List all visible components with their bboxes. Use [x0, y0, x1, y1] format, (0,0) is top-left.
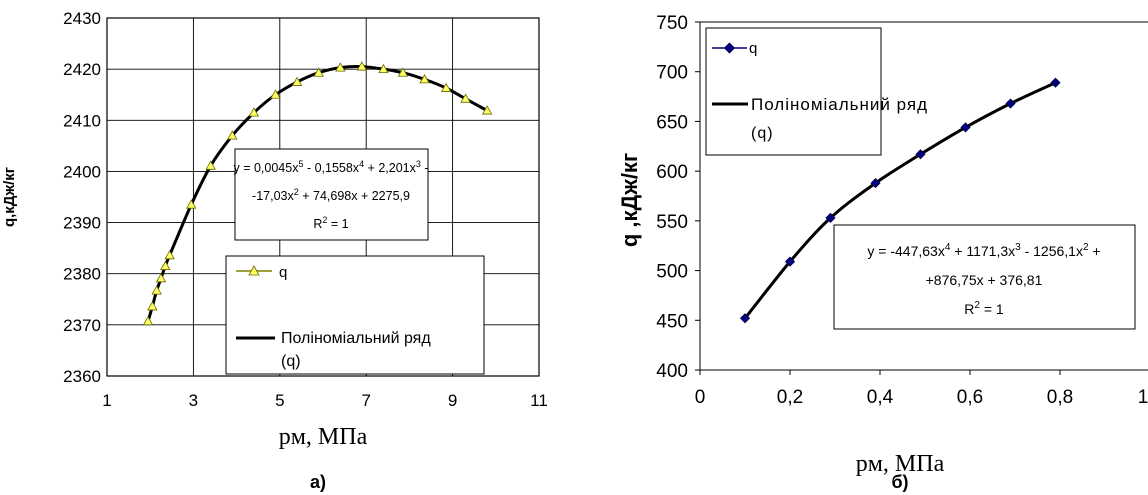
chart-a-point [155, 273, 167, 283]
chart-b-legend-q-label: q [749, 40, 757, 57]
chart-a-x-tick-label: 7 [361, 391, 370, 410]
chart-b-equation-box [833, 224, 1136, 330]
chart-a-point [356, 61, 368, 71]
chart-a-y-tick-label: 2360 [63, 367, 101, 386]
chart-a-point [186, 199, 197, 209]
chart-a-point [440, 82, 452, 92]
chart-b-y-tick-label: 750 [656, 13, 688, 34]
chart-b-x-axis-label: pм, МПа [856, 451, 945, 477]
chart-a-x-axis-label: pм, МПа [279, 424, 368, 450]
chart-a-equation-line-1: y = 0,0045x5 - 0,1558x4 + 2,201x3 - [233, 159, 428, 175]
chart-b-x-tick-label: 0 [695, 387, 706, 408]
chart-b-y-tick-label: 400 [656, 361, 688, 382]
chart-b-x-tick-label: 0,8 [1047, 387, 1073, 408]
chart-a: 2360 2370 2380 2390 2400 2410 2420 2430 1 3 5 7 9 11… [1, 9, 548, 492]
chart-a-x-tick-label: 9 [448, 391, 457, 410]
chart-b-point [1050, 77, 1061, 88]
chart-b-equation-line-1: y = -447,63x4 + 1171,3x3 - 1256,1x2 + [867, 242, 1100, 259]
chart-b-point [739, 313, 751, 324]
chart-a-legend-trend-label-2: (q) [281, 353, 301, 370]
chart-a-point [335, 62, 346, 72]
chart-a-series-q [142, 61, 493, 326]
chart-a-x-tick-label: 1 [102, 391, 111, 410]
chart-b-x-tick-labels: 0 0,2 0,4 0,6 0,8 1 [695, 387, 1148, 408]
chart-b-x-tick-label: 1 [1138, 387, 1148, 408]
chart-b-x-tick-label: 0,4 [867, 387, 894, 408]
chart-a-legend [225, 255, 485, 375]
chart-b-y-tick-label: 700 [656, 63, 688, 84]
chart-a-plot-area [106, 17, 540, 377]
chart-b-point [915, 149, 926, 160]
chart-b-point [825, 212, 836, 223]
chart-a-y-tick-label: 2420 [63, 60, 101, 79]
chart-a-y-tick-label: 2370 [63, 316, 101, 335]
chart-b-y-tick-label: 450 [656, 311, 688, 332]
chart-b-point [784, 256, 796, 267]
chart-a-point [142, 315, 154, 326]
chart-a-equation-line-2: -17,03x2 + 74,698x + 2275,9 [252, 187, 410, 203]
chart-b-y-tick-labels: 400 450 500 550 600 650 700 750 [656, 13, 688, 382]
chart-a-point [147, 301, 158, 311]
chart-b-tick-marks [695, 21, 1061, 375]
chart-b-legend-trend-label-2: (q) [751, 125, 774, 142]
chart-a-point [419, 74, 430, 84]
chart-a-point [481, 105, 493, 115]
chart-a-y-tick-label: 2380 [63, 265, 101, 284]
chart-b-y-tick-label: 650 [656, 112, 688, 133]
chart-a-point [397, 67, 409, 77]
chart-b-equation-line-2: +876,75x + 376,81 [926, 272, 1043, 288]
chart-b-series-q [739, 77, 1061, 324]
chart-a-legend-trend-label: Поліноміальний ряд [281, 330, 431, 347]
chart-b-legend-q-marker [723, 42, 736, 54]
chart-b-legend [705, 27, 882, 156]
chart-a-point [378, 63, 389, 74]
chart-a-y-axis-label: q,кДж/кг [1, 167, 18, 227]
chart-a-point [291, 76, 303, 86]
chart-b-point [960, 122, 971, 133]
chart-b-y-tick-label: 500 [656, 262, 688, 283]
chart-a-x-tick-label: 3 [189, 391, 198, 410]
chart-a-point [164, 249, 175, 260]
chart-a-point [460, 93, 471, 103]
chart-a-equation-box [234, 148, 429, 241]
chart-b-point [1005, 98, 1016, 109]
chart-a-y-tick-label: 2410 [63, 111, 101, 130]
chart-a-point [227, 130, 238, 140]
chart-b-point [870, 178, 881, 189]
chart-a-point [205, 160, 216, 170]
chart-a-point [270, 89, 281, 99]
chart-a-point [313, 67, 324, 77]
chart-a-x-tick-label: 5 [275, 391, 284, 410]
chart-b-y-axis-label: q ,кДж/кг [617, 153, 642, 247]
chart-a-x-tick-labels: 1 3 5 7 9 11 [102, 391, 548, 410]
chart-a-legend-q-label: q [279, 264, 287, 281]
chart-a-point [151, 285, 162, 295]
chart-a-y-tick-label: 2430 [63, 9, 101, 28]
chart-a-point [160, 260, 171, 270]
chart-b-y-tick-label: 550 [656, 212, 688, 233]
chart-b-legend-trend-label: Поліноміальний ряд [751, 95, 928, 114]
chart-a-y-tick-label: 2400 [63, 162, 101, 181]
chart-a-y-tick-label: 2390 [63, 214, 101, 233]
chart-b-panel-label: б) [891, 472, 908, 492]
chart-b-y-tick-label: 600 [656, 162, 688, 183]
chart-b-x-tick-label: 0,2 [777, 387, 803, 408]
chart-a-legend-q-marker [248, 265, 260, 276]
chart-a-r-squared: R2 = 1 [313, 215, 348, 231]
chart-a-y-tick-labels: 2360 2370 2380 2390 2400 2410 2420 2430 [63, 9, 101, 386]
chart-b-x-tick-label: 0,6 [957, 387, 983, 408]
chart-b-r-squared: R2 = 1 [964, 300, 1004, 317]
chart-a-panel-label: a) [310, 472, 326, 492]
chart-a-point [248, 107, 260, 117]
chart-a-x-tick-label: 11 [530, 391, 548, 410]
